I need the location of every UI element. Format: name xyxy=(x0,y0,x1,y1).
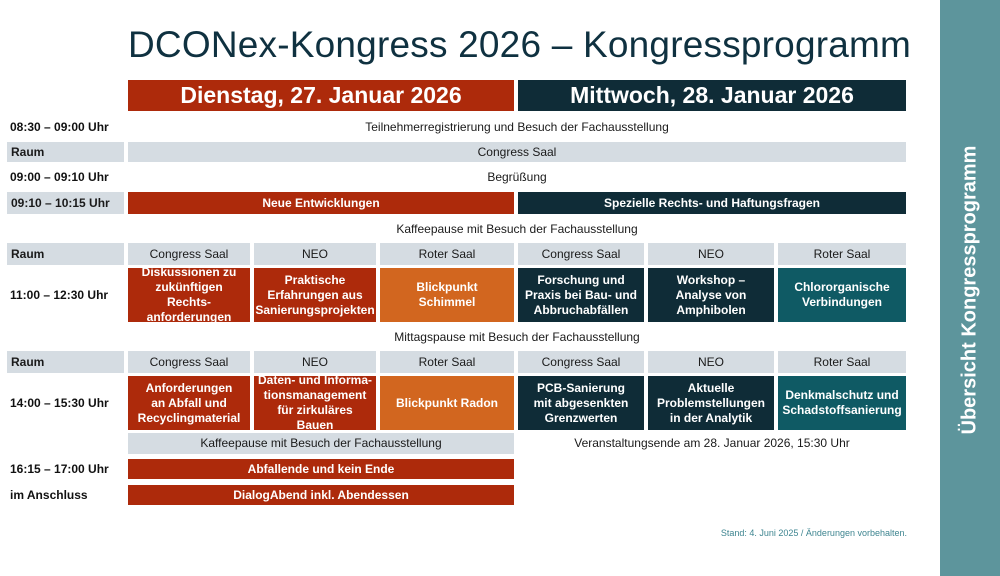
sidebar-label: Übersicht Kongressprogramm xyxy=(958,145,981,435)
coffee-break: Kaffeepause mit Besuch der Fachausstellu… xyxy=(128,433,514,454)
session-card: Denkmalschutz und Schadstoffsanierung xyxy=(778,376,906,430)
coffee-break: Kaffeepause mit Besuch der Fachausstellu… xyxy=(396,221,638,236)
session-card: Workshop – Analyse von Amphibolen xyxy=(648,268,774,322)
welcome-text: Begrüßung xyxy=(487,169,547,184)
room-label-col3: Roter Saal xyxy=(380,243,514,265)
time-label: 09:10 – 10:15 Uhr xyxy=(7,192,124,214)
session-card: Aktuelle Problemstellungen in der Analyt… xyxy=(648,376,774,430)
room-label-col2: NEO xyxy=(254,243,376,265)
room-label-col5: NEO xyxy=(648,351,774,373)
session-card: Diskussionen zu zukünftigen Rechts­anfor… xyxy=(128,265,250,324)
room-label: Raum xyxy=(7,351,124,373)
time-label: im Anschluss xyxy=(10,488,88,502)
plenary-day1: Neue Entwicklungen xyxy=(128,192,514,214)
plenary-day2: Spezielle Rechts- und Haftungsfragen xyxy=(518,192,906,214)
room-label-col6: Roter Saal xyxy=(778,351,906,373)
room-label-col4: Congress Saal xyxy=(518,351,644,373)
room-congress-saal: Congress Saal xyxy=(128,142,906,162)
room-label-col6: Roter Saal xyxy=(778,243,906,265)
time-label: 16:15 – 17:00 Uhr xyxy=(10,462,109,476)
session-card: Anforderungen an Abfall und Recyclingmat… xyxy=(128,376,250,430)
room-label-col2: NEO xyxy=(254,351,376,373)
time-label: 09:00 – 09:10 Uhr xyxy=(10,170,109,184)
session-card: PCB-Sanierung mit abgesenkten Grenzwerte… xyxy=(518,376,644,430)
sidebar-tab: Übersicht Kongressprogramm xyxy=(940,0,1000,576)
lunch-break: Mittagspause mit Besuch der Fachausstell… xyxy=(394,329,640,344)
room-label-col1: Congress Saal xyxy=(128,243,250,265)
session-card: Forschung und Praxis bei Bau- und Abbruc… xyxy=(518,268,644,322)
session-card: Chlororganische Verbindungen xyxy=(778,268,906,322)
footnote: Stand: 4. Juni 2025 / Änderungen vorbeha… xyxy=(720,528,907,538)
time-label: 08:30 – 09:00 Uhr xyxy=(10,120,109,134)
room-label-col3: Roter Saal xyxy=(380,351,514,373)
evening-event: DialogAbend inkl. Abendessen xyxy=(128,485,514,505)
room-label-col1: Congress Saal xyxy=(128,351,250,373)
time-label: 14:00 – 15:30 Uhr xyxy=(10,396,109,410)
registration-text: Teilnehmerregistrierung und Besuch der F… xyxy=(365,119,669,134)
session-card: Blickpunkt Schimmel xyxy=(380,268,514,322)
room-label: Raum xyxy=(7,243,124,265)
session-card: Blickpunkt Radon xyxy=(380,376,514,430)
room-label: Raum xyxy=(7,142,124,162)
day-header-wednesday: Mittwoch, 28. Januar 2026 xyxy=(518,80,906,111)
closing-session: Abfallende und kein Ende xyxy=(128,459,514,479)
session-card: Daten- und Informa­tionsmanagement für z… xyxy=(254,373,376,432)
page-title: DCONex-Kongress 2026 – Kongressprogramm xyxy=(128,24,912,65)
room-label-col5: NEO xyxy=(648,243,774,265)
event-end-note: Veranstaltungsende am 28. Januar 2026, 1… xyxy=(574,436,850,450)
day-header-tuesday: Dienstag, 27. Januar 2026 xyxy=(128,80,514,111)
room-label-col4: Congress Saal xyxy=(518,243,644,265)
time-label: 11:00 – 12:30 Uhr xyxy=(10,288,109,302)
session-card: Praktische Erfahrungen aus Sanierungspro… xyxy=(254,268,376,322)
